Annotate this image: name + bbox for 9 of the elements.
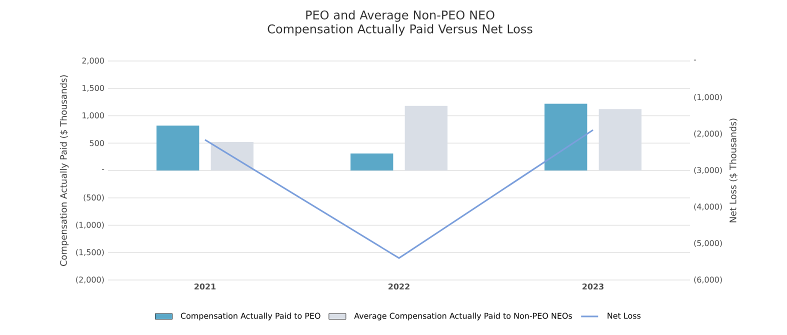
bar [544, 104, 588, 170]
chart-title: PEO and Average Non-PEO NEO Compensation Actually Paid Versus Net Loss [268, 10, 532, 36]
y2-axis-title: Net Loss ($ Thousands) [729, 118, 738, 222]
bar [598, 109, 642, 170]
bar [350, 154, 394, 170]
y-axis-title: Compensation Actually Paid ($ Thousands) [60, 75, 69, 266]
bar [156, 126, 200, 170]
bar [404, 106, 448, 170]
bar [210, 142, 254, 170]
